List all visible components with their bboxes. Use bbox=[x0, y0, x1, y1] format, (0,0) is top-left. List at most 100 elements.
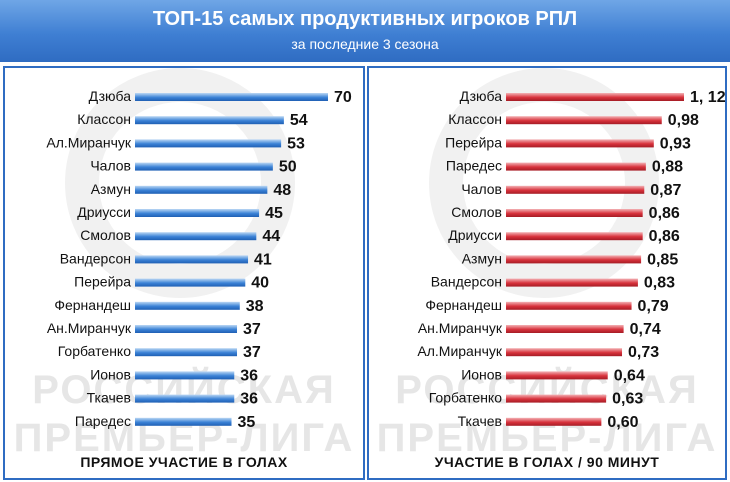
category-label: Ионов bbox=[90, 366, 131, 382]
bar bbox=[506, 301, 632, 310]
category-label: Ал.Миранчук bbox=[46, 134, 131, 150]
value-label: 48 bbox=[273, 182, 291, 199]
header-banner: ТОП-15 самых продуктивных игроков РПЛ за… bbox=[0, 0, 730, 62]
left-chart-panel: РОССИЙСКАЯ ПРЕМЬЕР-ЛИГА Дзюба 70 Классон 54… bbox=[3, 66, 365, 480]
bar bbox=[135, 255, 249, 264]
value-label: 0,85 bbox=[647, 251, 678, 268]
category-label: Смолов bbox=[451, 204, 502, 220]
value-label: 0,86 bbox=[649, 228, 680, 245]
value-label: 0,74 bbox=[630, 321, 661, 338]
bar bbox=[506, 93, 684, 101]
value-label: 41 bbox=[254, 251, 272, 268]
bar bbox=[506, 278, 638, 287]
value-label: 0,60 bbox=[607, 414, 638, 431]
bar bbox=[135, 325, 238, 333]
bar bbox=[506, 162, 646, 171]
value-label: 50 bbox=[279, 159, 297, 176]
value-label: 0,88 bbox=[652, 159, 683, 176]
bar bbox=[135, 185, 268, 194]
category-label: Ионов bbox=[461, 366, 502, 382]
category-label: Перейра bbox=[74, 274, 131, 290]
category-label: Дзюба bbox=[460, 88, 503, 104]
bar bbox=[135, 371, 235, 380]
bar bbox=[506, 116, 662, 125]
value-label: 0,83 bbox=[644, 275, 675, 292]
category-label: Чалов bbox=[90, 158, 131, 174]
bar bbox=[135, 139, 282, 148]
right-chart-footer: УЧАСТИЕ В ГОЛАХ / 90 МИНУТ bbox=[434, 454, 660, 470]
category-label: Ан.Миранчук bbox=[418, 320, 503, 336]
bar bbox=[135, 209, 260, 217]
value-label: 40 bbox=[251, 275, 269, 292]
value-label: 38 bbox=[246, 298, 264, 315]
value-label: 0,87 bbox=[650, 182, 681, 199]
category-label: Паредес bbox=[75, 413, 131, 429]
category-label: Фернандеш bbox=[54, 297, 131, 313]
category-label: Ткачев bbox=[458, 413, 502, 429]
bar bbox=[506, 325, 624, 333]
category-label: Смолов bbox=[80, 227, 131, 243]
category-label: Ан.Миранчук bbox=[47, 320, 132, 336]
value-label: 0,86 bbox=[649, 205, 680, 222]
value-label: 54 bbox=[290, 112, 308, 129]
bar bbox=[135, 417, 232, 426]
value-label: 36 bbox=[240, 367, 258, 384]
category-label: Перейра bbox=[445, 134, 502, 150]
bar bbox=[506, 417, 602, 426]
value-label: 53 bbox=[287, 135, 305, 152]
bar bbox=[506, 255, 642, 264]
bar bbox=[135, 278, 246, 287]
category-label: Дриусси bbox=[77, 204, 131, 220]
value-label: 0,98 bbox=[668, 112, 699, 129]
value-label: 0,93 bbox=[660, 135, 691, 152]
category-label: Паредес bbox=[446, 158, 502, 174]
goal-involvement-per90-chart: Дзюба 1, 12 Классон 0,98 Перейра 0,93 Паредес 0… bbox=[417, 88, 725, 431]
bar bbox=[506, 139, 654, 148]
value-label: 37 bbox=[243, 344, 261, 361]
value-label: 1, 12 bbox=[690, 89, 725, 106]
bar bbox=[135, 162, 273, 171]
category-label: Азмун bbox=[462, 250, 502, 266]
bar bbox=[135, 348, 238, 357]
category-label: Классон bbox=[448, 111, 502, 127]
value-label: 35 bbox=[238, 414, 256, 431]
goal-involvement-chart: Дзюба 70 Классон 54 Ал.Миранчук 53 Чалов 50 Азму… bbox=[46, 88, 352, 431]
bar bbox=[506, 185, 645, 194]
category-label: Вандерсон bbox=[60, 250, 131, 266]
category-label: Вандерсон bbox=[431, 274, 502, 290]
value-label: 0,73 bbox=[628, 344, 659, 361]
value-label: 70 bbox=[334, 89, 352, 106]
category-label: Горбатенко bbox=[58, 343, 131, 359]
bar bbox=[135, 301, 240, 310]
page-subtitle: за последние 3 сезона bbox=[291, 36, 439, 52]
category-label: Чалов bbox=[461, 181, 502, 197]
value-label: 36 bbox=[240, 391, 258, 408]
bar bbox=[135, 394, 235, 403]
bar bbox=[506, 232, 643, 241]
right-chart-panel: РОССИЙСКАЯ ПРЕМЬЕР-ЛИГА Дзюба 1, 12 Классо… bbox=[367, 66, 727, 480]
value-label: 0,63 bbox=[612, 391, 643, 408]
category-label: Фернандеш bbox=[425, 297, 502, 313]
value-label: 0,64 bbox=[614, 367, 645, 384]
category-label: Ткачев bbox=[87, 390, 131, 406]
value-label: 45 bbox=[265, 205, 283, 222]
left-chart-footer: ПРЯМОЕ УЧАСТИЕ В ГОЛАХ bbox=[80, 454, 288, 470]
bar bbox=[135, 116, 284, 125]
bar bbox=[506, 348, 623, 357]
bar bbox=[506, 209, 643, 217]
page-title: ТОП-15 самых продуктивных игроков РПЛ bbox=[152, 8, 578, 30]
bar bbox=[506, 371, 608, 380]
category-label: Горбатенко bbox=[429, 390, 502, 406]
category-label: Дзюба bbox=[89, 88, 132, 104]
value-label: 0,79 bbox=[638, 298, 669, 315]
value-label: 44 bbox=[262, 228, 280, 245]
category-label: Ал.Миранчук bbox=[417, 343, 502, 359]
category-label: Дриусси bbox=[448, 227, 502, 243]
value-label: 37 bbox=[243, 321, 261, 338]
category-label: Азмун bbox=[91, 181, 131, 197]
category-label: Классон bbox=[77, 111, 131, 127]
bar bbox=[135, 93, 328, 101]
bar bbox=[135, 232, 257, 241]
bar bbox=[506, 394, 607, 403]
